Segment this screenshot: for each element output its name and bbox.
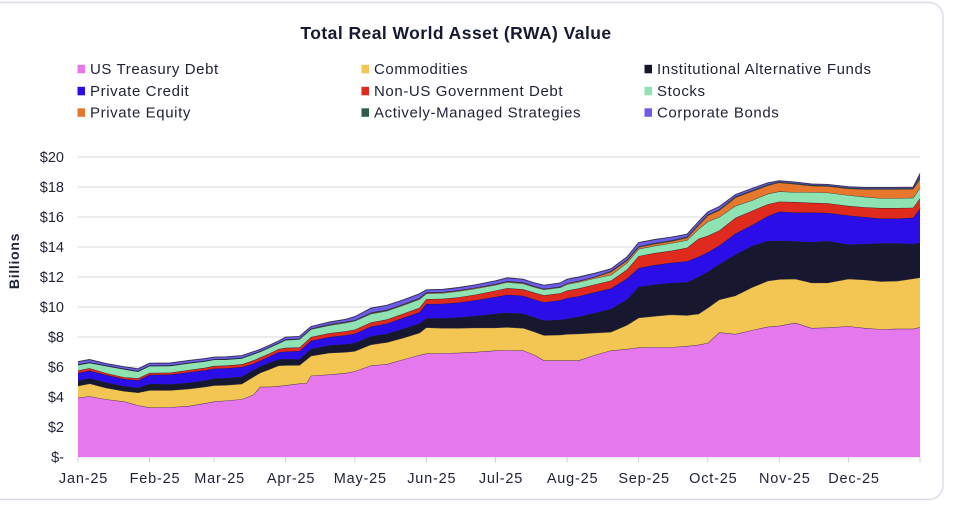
svg-text:$6: $6 bbox=[48, 360, 64, 376]
svg-text:Total Real World Asset (RWA) V: Total Real World Asset (RWA) Value bbox=[300, 23, 611, 43]
svg-text:Corporate Bonds: Corporate Bonds bbox=[657, 105, 779, 122]
svg-text:Jul-25: Jul-25 bbox=[479, 471, 523, 487]
svg-text:$20: $20 bbox=[40, 150, 64, 166]
svg-text:Sep-25: Sep-25 bbox=[618, 471, 670, 487]
svg-text:$12: $12 bbox=[40, 270, 64, 286]
svg-text:$-: $- bbox=[51, 450, 64, 466]
svg-text:$10: $10 bbox=[40, 300, 64, 316]
svg-text:Private Credit: Private Credit bbox=[90, 83, 189, 100]
svg-text:US Treasury Debt: US Treasury Debt bbox=[90, 61, 219, 78]
svg-text:$14: $14 bbox=[40, 240, 64, 256]
svg-text:Aug-25: Aug-25 bbox=[547, 471, 599, 487]
svg-text:$18: $18 bbox=[40, 180, 64, 196]
svg-text:$16: $16 bbox=[40, 210, 64, 226]
svg-text:Apr-25: Apr-25 bbox=[267, 471, 315, 487]
svg-text:Commodities: Commodities bbox=[374, 61, 468, 78]
svg-text:Feb-25: Feb-25 bbox=[130, 471, 181, 487]
svg-text:Billions: Billions bbox=[6, 233, 22, 289]
svg-text:$2: $2 bbox=[48, 420, 64, 436]
svg-text:Dec-25: Dec-25 bbox=[828, 471, 880, 487]
svg-text:$8: $8 bbox=[48, 330, 64, 346]
svg-text:Stocks: Stocks bbox=[657, 83, 706, 100]
svg-text:Oct-25: Oct-25 bbox=[689, 471, 737, 487]
svg-text:May-25: May-25 bbox=[334, 471, 387, 487]
svg-text:Jun-25: Jun-25 bbox=[407, 471, 456, 487]
svg-text:Non-US Government Debt: Non-US Government Debt bbox=[374, 83, 563, 100]
svg-text:$4: $4 bbox=[48, 390, 64, 406]
svg-text:Nov-25: Nov-25 bbox=[759, 471, 811, 487]
svg-text:Mar-25: Mar-25 bbox=[194, 471, 245, 487]
svg-text:Institutional Alternative Fund: Institutional Alternative Funds bbox=[657, 61, 872, 78]
svg-text:Jan-25: Jan-25 bbox=[59, 471, 108, 487]
svg-text:Private Equity: Private Equity bbox=[90, 105, 191, 122]
svg-text:Actively-Managed Strategies: Actively-Managed Strategies bbox=[374, 105, 581, 122]
